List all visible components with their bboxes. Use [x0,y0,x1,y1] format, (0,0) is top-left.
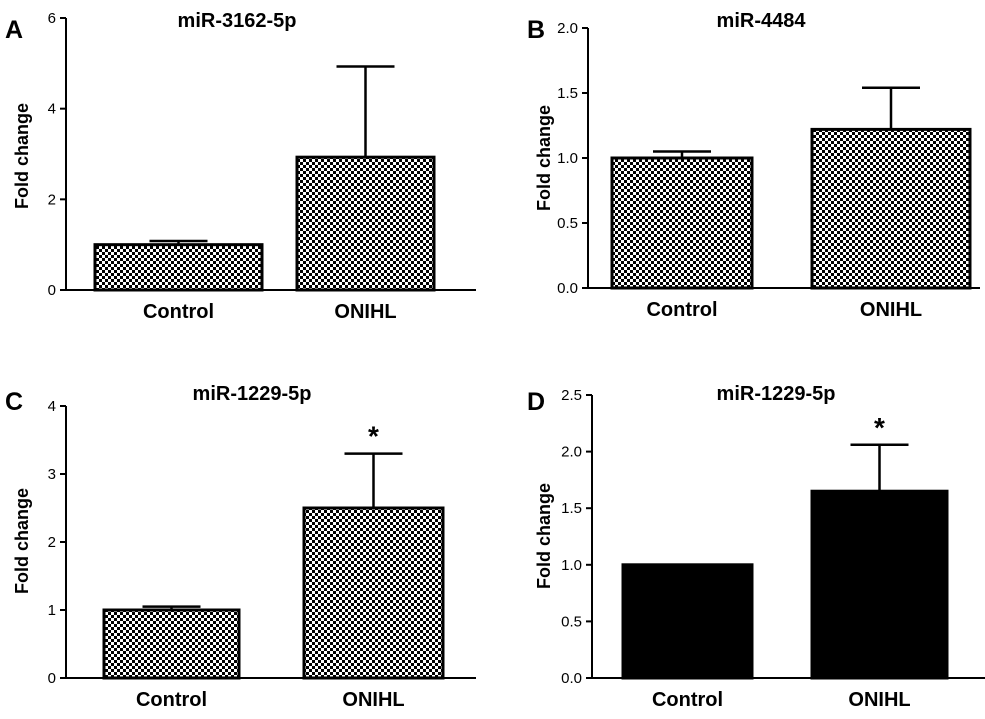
y-tick-label: 2.0 [557,20,578,37]
chart-title: miR-1229-5p [193,383,312,405]
y-axis-label: Fold change [12,103,32,209]
bar-onihl [302,506,445,680]
chart-title: miR-3162-5p [178,10,297,32]
x-tick-label: Control [646,299,717,321]
chart-title: miR-1229-5p [717,383,836,405]
bar-control [610,156,754,290]
y-tick-label: 0.0 [557,280,578,297]
panel-letter: D [527,388,545,416]
x-tick-label: ONIHL [860,299,922,321]
significance-marker: * [368,421,379,452]
chart-title: miR-4484 [717,10,807,32]
x-tick-label: ONIHL [334,301,396,323]
x-tick-label: Control [136,689,207,711]
y-tick-label: 2.0 [561,444,582,461]
x-tick-label: ONIHL [848,689,910,711]
y-axis-label: Fold change [534,483,554,589]
y-tick-label: 0.0 [561,670,582,687]
y-tick-label: 2.5 [561,387,582,404]
y-tick-label: 2 [48,191,56,208]
y-tick-label: 1.0 [557,150,578,167]
panel-letter: C [5,388,23,416]
y-tick-label: 0.5 [557,215,578,232]
y-tick-label: 1.0 [561,557,582,574]
y-tick-label: 4 [48,101,56,118]
y-tick-label: 1 [48,602,56,619]
bar-onihl [810,489,949,680]
x-tick-label: Control [652,689,723,711]
panel-letter: A [5,16,23,44]
bar-onihl [295,155,436,292]
y-tick-label: 1.5 [561,500,582,517]
y-tick-label: 4 [48,398,56,415]
y-tick-label: 2 [48,534,56,551]
y-tick-label: 0 [48,670,56,687]
y-tick-label: 3 [48,466,56,483]
y-tick-label: 0 [48,282,56,299]
bar-control [93,243,264,292]
y-axis-label: Fold change [12,488,32,594]
x-tick-label: ONIHL [342,689,404,711]
y-tick-label: 6 [48,10,56,27]
bar-onihl [810,127,972,290]
y-tick-label: 0.5 [561,613,582,630]
bar-control [102,608,241,680]
x-tick-label: Control [143,301,214,323]
panel-letter: B [527,16,545,44]
significance-marker: * [874,412,885,443]
y-tick-label: 1.5 [557,85,578,102]
y-axis-label: Fold change [534,105,554,211]
bar-control [621,563,754,680]
